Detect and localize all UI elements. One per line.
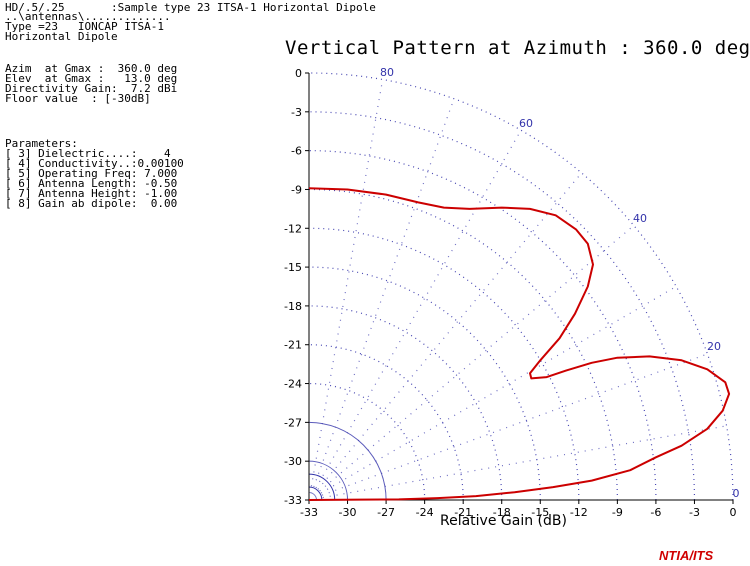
x-tick-label: -9 [612,506,623,519]
y-tick-label: -24 [284,378,302,391]
x-tick-label: -27 [377,506,395,519]
x-tick-label: -30 [339,506,357,519]
grid-arc [308,486,323,501]
parameter-item: [ 5] Operating Freq: 7.000 [5,167,178,180]
x-tick-label: 0 [730,506,737,519]
grid-arc [308,305,503,501]
x-tick-label: -12 [570,506,588,519]
y-tick-label: -3 [291,106,302,119]
header-line-1: HD/.5/.25 :Sample type 23 ITSA-1 Horizon… [5,1,376,14]
y-tick-label: -30 [284,455,302,468]
y-tick-label: -21 [284,339,302,352]
grid-radial [308,172,583,501]
grid-radial [308,425,727,501]
grid-arc [308,266,541,501]
x-tick-label: -6 [650,506,661,519]
y-tick-label: -12 [284,222,302,235]
header-line-4: Horizontal Dipole [5,30,118,43]
grid-radial [308,98,455,501]
grid-arc [308,473,336,501]
header-line-2: ..\antennas\............. [5,10,171,23]
summary-floor: Floor value : [-30dB] [5,92,151,105]
summary-elev: Elev at Gmax : 13.0 deg [5,72,178,85]
y-tick-label: -33 [284,494,302,507]
grid-radial [308,225,635,501]
x-tick-label: -24 [416,506,434,519]
grid-arc [308,382,426,501]
x-tick-label: -15 [531,506,549,519]
elevation-label: 20 [707,340,721,353]
grid-arc [308,111,696,501]
x-tick-label: -33 [300,506,318,519]
grid-radial [308,353,708,501]
parameter-item: [ 3] Dielectric....: 4 [5,147,171,160]
elevation-label: 60 [519,117,533,130]
grid-radial [308,79,384,501]
elevation-label: 0 [733,487,740,500]
y-tick-label: -6 [291,145,302,158]
y-tick-label: -9 [291,183,302,196]
grid-arc [308,421,387,501]
ntia-its-logo: NTIA/ITS [659,548,714,563]
grid-radial [308,129,522,501]
y-tick-label: -27 [284,416,302,429]
parameter-item: [ 8] Gain ab dipole: 0.00 [5,197,178,210]
chart-title: Vertical Pattern at Azimuth : 360.0 deg [285,37,750,59]
x-axis-label: Relative Gain (dB) [440,513,567,529]
summary-azim: Azim at Gmax : 360.0 deg [5,62,178,75]
pattern-line [308,187,731,501]
y-tick-label: -18 [284,300,302,313]
parameter-item: [ 7] Antenna Height: -1.00 [5,187,178,200]
elevation-label: 80 [380,66,394,79]
y-tick-label: 0 [295,67,302,80]
y-tick-label: -15 [284,261,302,274]
elevation-label: 40 [633,212,647,225]
parameter-item: [ 4] Conductivity..:0.00100 [5,157,184,170]
grid-arc [308,460,349,501]
x-tick-label: -3 [689,506,700,519]
header-line-3: Type =23 IONCAP ITSA-1 [5,20,164,33]
grid-radial [308,285,677,501]
grid-arc [308,72,734,501]
x-tick-label: -21 [454,506,472,519]
x-tick-label: -18 [493,506,511,519]
parameter-item: [ 6] Antenna Length: -0.50 [5,177,178,190]
grid-arc [308,150,657,501]
parameters-heading: Parameters: [5,137,78,150]
summary-gain: Directivity Gain: 7.2 dBi [5,82,178,95]
